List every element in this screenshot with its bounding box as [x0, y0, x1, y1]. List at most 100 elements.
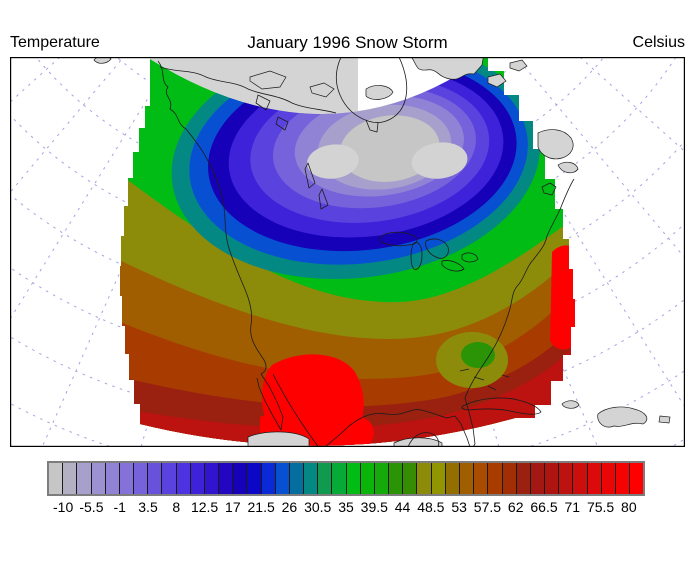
- colorbar-cell: [190, 463, 205, 494]
- colorbar-cell: [332, 463, 347, 494]
- coast-cuba: [461, 397, 542, 415]
- colorbar-cell: [318, 463, 333, 494]
- colorbar-cell: [204, 463, 220, 494]
- coast-pacific: [157, 60, 267, 375]
- land-yucatan-strip: [247, 431, 310, 447]
- colorbar-cell: [148, 463, 163, 494]
- units-label: Celsius: [632, 34, 685, 51]
- lake-ontario: [461, 252, 479, 263]
- coast-gulf: [324, 409, 448, 447]
- coastlines: [157, 57, 575, 447]
- colorbar-cell: [233, 463, 248, 494]
- colorbar-cell: [63, 463, 78, 494]
- colorbar-cell: [417, 463, 432, 494]
- colorbar-cell: [119, 463, 135, 494]
- colorbar-label: 26: [281, 499, 298, 515]
- colorbar-cell: [91, 463, 106, 494]
- lake-superior: [379, 231, 418, 247]
- colorbar-label: 75.5: [586, 499, 615, 515]
- gulfstream-red-streak: [550, 245, 575, 350]
- colorbar-label: 3.5: [138, 499, 158, 515]
- colorbar-cell: [545, 463, 560, 494]
- lake-michigan: [410, 242, 423, 270]
- colorbar-cell: [247, 463, 262, 494]
- data-wedge: [120, 57, 575, 446]
- colorbar-cell: [530, 463, 546, 494]
- coast-new-england: [541, 182, 557, 196]
- colorbar-cell: [374, 463, 390, 494]
- colorbar-label: -10: [53, 499, 74, 515]
- colorbar-cell: [573, 463, 588, 494]
- coast-arctic-mainland: [159, 66, 337, 114]
- colorbar-cell: [304, 463, 319, 494]
- map-area: [10, 57, 685, 447]
- colorbar-cell: [488, 463, 503, 494]
- colorbar-cell: [445, 463, 460, 494]
- land-honduras-strip: [393, 437, 443, 447]
- colorbar-label: 80: [621, 499, 637, 515]
- lake-winnipeg-north: [304, 162, 316, 189]
- lake-winnipeg-south: [318, 188, 329, 210]
- land-masses: [93, 57, 671, 447]
- coast-baja-inner: [256, 377, 282, 431]
- cold-lobe-west: [307, 144, 359, 179]
- colorbar-cell: [275, 463, 290, 494]
- colorbar-label: -5.5: [79, 499, 104, 515]
- colorbar-labels: -10 -5.5 -1 3.5 8 12.5 17 21.5 26 30.5 35 39.5 44 48.…: [49, 499, 643, 517]
- colorbar-cell: [431, 463, 446, 494]
- colorbar-cell: [77, 463, 92, 494]
- colorbar: [47, 461, 645, 496]
- colorbar-cell: [587, 463, 602, 494]
- lake-athabasca: [275, 116, 289, 131]
- coast-mexico-west: [272, 373, 320, 447]
- colorbar-cell: [459, 463, 475, 494]
- colorbar-label: 62: [507, 499, 524, 515]
- colorbar-cell: [162, 463, 177, 494]
- island-ne-2: [509, 59, 528, 72]
- colorbar-cell: [346, 463, 361, 494]
- colorbar-label: 53: [451, 499, 467, 515]
- band-red: [120, 339, 575, 446]
- colorbar-cell: [601, 463, 616, 494]
- island-baffin: [410, 57, 484, 80]
- colorbar-cell: [615, 463, 631, 494]
- island-hispaniola: [597, 406, 648, 428]
- colorbar-label: 21.5: [247, 499, 275, 515]
- lake-great-slave: [255, 94, 271, 111]
- colorbar-label: 12.5: [190, 499, 219, 515]
- colorbar-cell: [516, 463, 531, 494]
- colorbar-cell: [261, 463, 276, 494]
- colorbar-label: 30.5: [304, 499, 332, 515]
- island-ne-1: [487, 73, 507, 88]
- lake-huron: [425, 238, 449, 259]
- page-title: January 1996 Snow Storm: [247, 33, 448, 52]
- colorbar-label: -1: [113, 499, 126, 515]
- island-west-tip: [93, 57, 112, 64]
- colorbar-label: 8: [172, 499, 181, 515]
- colorbar-cell: [403, 463, 418, 494]
- colorbar-cell: [105, 463, 120, 494]
- colorbar-label: 71: [564, 499, 581, 515]
- island-nova-scotia: [557, 161, 579, 174]
- colorbar-cell: [134, 463, 149, 494]
- cold-lobe-east: [411, 142, 468, 179]
- colorbar-label: 57.5: [473, 499, 502, 515]
- map-canvas: [10, 57, 685, 447]
- colorbar-cell: [219, 463, 234, 494]
- islands-bahamas: [459, 368, 510, 391]
- coast-james-bay: [365, 119, 379, 133]
- colorbar-cell: [630, 463, 644, 494]
- colorbar-cell: [559, 463, 574, 494]
- florida-green-patch: [461, 342, 495, 368]
- colorbar-label: 39.5: [360, 499, 388, 515]
- island-king-william-outline: [309, 82, 335, 98]
- colorbar-cell: [502, 463, 517, 494]
- colorbar-cell: [176, 463, 191, 494]
- island-newfoundland: [537, 129, 574, 160]
- colorbar-label: 44: [394, 499, 411, 515]
- coast-florida: [446, 397, 476, 447]
- colorbar-cell: [389, 463, 404, 494]
- map-frame: [10, 57, 685, 447]
- variable-label: Temperature: [10, 34, 100, 51]
